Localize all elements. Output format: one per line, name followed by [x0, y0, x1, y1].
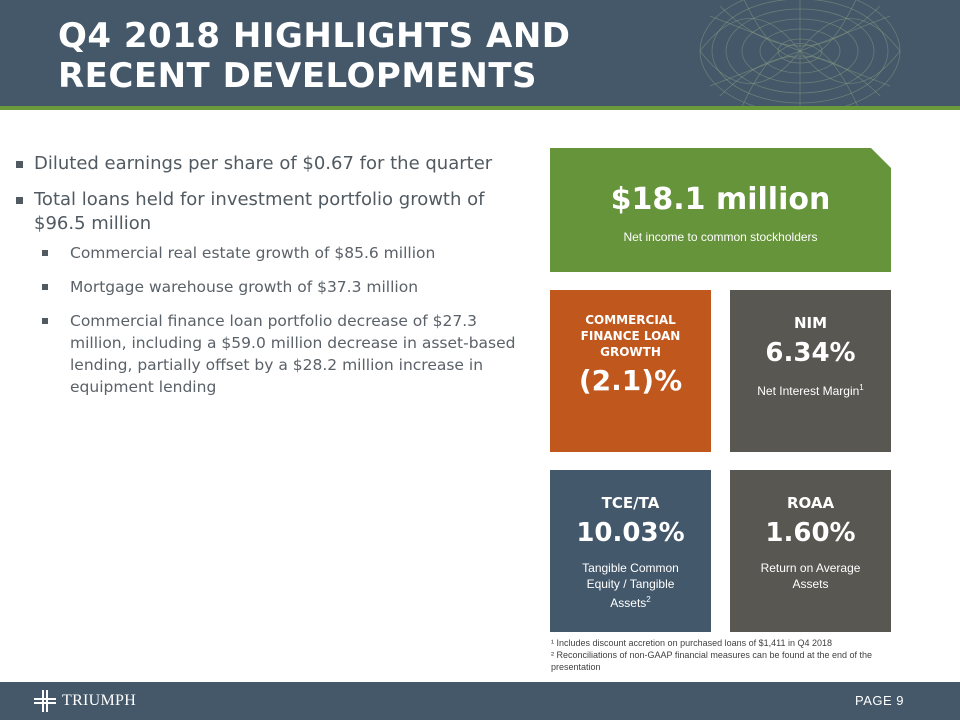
roaa-description: Return on Average Assets	[760, 561, 861, 591]
triumph-logo: TRIUMPH	[34, 690, 136, 712]
header-accent-rule	[0, 106, 960, 110]
logo-wordmark: TRIUMPH	[62, 692, 137, 709]
net-income-label: Net income to common stockholders	[623, 230, 818, 244]
commercial-finance-value: (2.1)%	[578, 364, 683, 397]
header-bar: Q4 2018 HIGHLIGHTS AND RECENT DEVELOPMEN…	[0, 0, 960, 106]
footnote-2: ² Reconciliations of non-GAAP financial …	[551, 650, 873, 672]
footnote-marker: 2	[646, 595, 651, 604]
tce-ta-tile: TCE/TA 10.03% Tangible Common Equity / T…	[550, 470, 711, 632]
highlights-list: Diluted earnings per share of $0.67 for …	[14, 152, 534, 410]
commercial-finance-heading: COMMERCIAL FINANCE LOAN GROWTH	[580, 313, 681, 359]
sub-bullet-item: Mortgage warehouse growth of $37.3 milli…	[34, 276, 534, 298]
net-income-value: $18.1 million	[610, 182, 831, 217]
bullet-text: Diluted earnings per share of $0.67 for …	[34, 153, 493, 174]
roaa-value: 1.60%	[765, 518, 856, 548]
page-number: PAGE 9	[854, 693, 904, 708]
footnotes: ¹ Includes discount accretion on purchas…	[551, 637, 911, 673]
nim-heading: NIM	[793, 314, 828, 332]
sub-bullet-item: Commercial finance loan portfolio decrea…	[34, 310, 534, 398]
footnote-marker: 1	[859, 383, 864, 392]
nim-description: Net Interest Margin1	[746, 380, 876, 399]
nim-tile: NIM 6.34% Net Interest Margin1	[730, 290, 891, 452]
roaa-tile: ROAA 1.60% Return on Average Assets	[730, 470, 891, 632]
tce-ta-heading: TCE/TA	[601, 494, 660, 512]
bullet-item-eps: Diluted earnings per share of $0.67 for …	[14, 152, 534, 176]
tce-ta-value: 10.03%	[576, 518, 685, 548]
nim-label: Net Interest Margin	[757, 384, 860, 398]
nim-value: 6.34%	[765, 338, 856, 368]
tce-ta-label: Tangible Common Equity / Tangible Assets	[582, 561, 679, 610]
page-title: Q4 2018 HIGHLIGHTS AND RECENT DEVELOPMEN…	[58, 16, 571, 96]
footer-bar: TRIUMPH PAGE 9	[0, 682, 960, 720]
bullet-text: Total loans held for investment portfoli…	[34, 189, 485, 234]
sub-bullet-item: Commercial real estate growth of $85.6 m…	[34, 242, 534, 264]
loan-growth-sublist: Commercial real estate growth of $85.6 m…	[34, 242, 534, 398]
tce-ta-description: Tangible Common Equity / Tangible Assets…	[566, 560, 696, 611]
footnote-1: ¹ Includes discount accretion on purchas…	[551, 638, 833, 648]
commercial-finance-growth-tile: COMMERCIAL FINANCE LOAN GROWTH (2.1)%	[550, 290, 711, 452]
triumph-cross-icon	[34, 690, 56, 712]
net-income-tile: $18.1 million Net income to common stock…	[550, 148, 891, 272]
roaa-heading: ROAA	[786, 494, 835, 512]
bullet-item-loan-growth: Total loans held for investment portfoli…	[14, 188, 534, 398]
decorative-rosette-icon	[699, 0, 901, 106]
